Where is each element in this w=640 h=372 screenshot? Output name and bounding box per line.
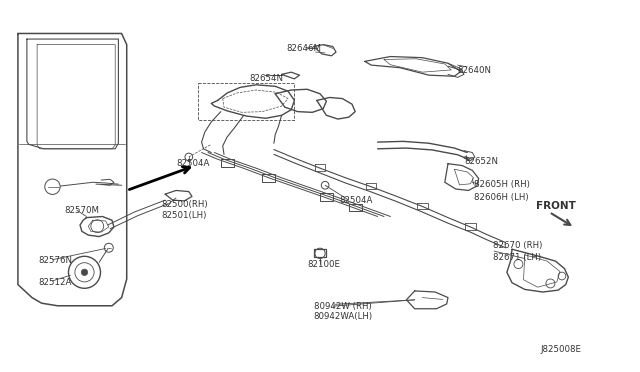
Text: 82504A: 82504A	[176, 159, 209, 168]
Text: 82606H (LH): 82606H (LH)	[474, 193, 528, 202]
Text: 82500(RH): 82500(RH)	[161, 200, 208, 209]
Text: J825008E: J825008E	[541, 345, 582, 354]
Text: 82570M: 82570M	[64, 206, 99, 215]
Text: 82504A: 82504A	[339, 196, 372, 205]
Text: 82100E: 82100E	[307, 260, 340, 269]
Text: 82652N: 82652N	[464, 157, 498, 166]
Text: 82512A: 82512A	[38, 278, 72, 287]
Text: 80942WA(LH): 80942WA(LH)	[314, 312, 372, 321]
Text: 82501(LH): 82501(LH)	[161, 211, 207, 220]
Text: 82654N: 82654N	[250, 74, 284, 83]
Text: FRONT: FRONT	[536, 202, 576, 211]
Text: 82670 (RH): 82670 (RH)	[493, 241, 542, 250]
Text: 82605H (RH): 82605H (RH)	[474, 180, 529, 189]
Text: 80942W (RH): 80942W (RH)	[314, 302, 371, 311]
Text: 82576N: 82576N	[38, 256, 72, 265]
Text: 82646M: 82646M	[287, 44, 322, 53]
Text: 82640N: 82640N	[458, 66, 492, 75]
Text: 82671 (LH): 82671 (LH)	[493, 253, 541, 262]
Ellipse shape	[81, 269, 88, 276]
